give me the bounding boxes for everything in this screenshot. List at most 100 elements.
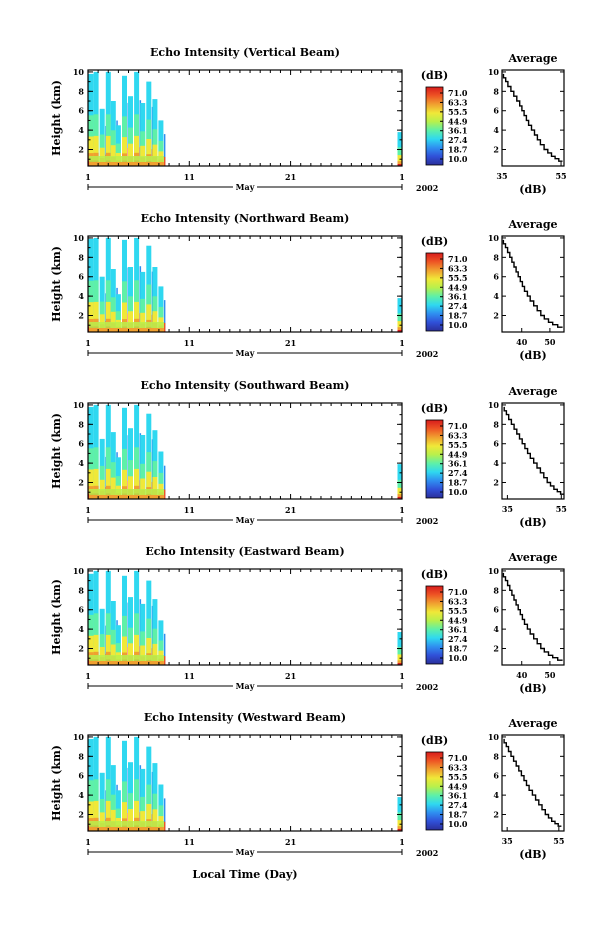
data-band <box>128 643 133 665</box>
plot-frame <box>87 69 403 167</box>
data-band <box>397 155 403 166</box>
data-band <box>163 489 166 499</box>
average-y-tick-label: 10 <box>488 67 500 77</box>
x-tick-label: 1 <box>85 172 91 182</box>
data-band <box>146 139 152 166</box>
data-band <box>93 800 99 831</box>
average-x-label: (dB) <box>519 682 546 695</box>
month-label-bg <box>233 182 257 192</box>
average-y-tick-label: 6 <box>493 771 499 781</box>
floor-band <box>89 827 164 831</box>
data-band <box>128 143 133 166</box>
average-y-tick-label: 4 <box>493 458 499 468</box>
average-x-tick-label: 50 <box>544 337 556 347</box>
y-tick-label: 4 <box>78 790 84 800</box>
data-column <box>152 763 158 831</box>
colorbar-label: (dB) <box>421 69 448 82</box>
average-y-tick-label: 8 <box>493 86 499 96</box>
data-band <box>397 660 403 665</box>
average-profile-line <box>503 406 564 495</box>
y-tick-label: 2 <box>78 311 84 321</box>
colorbar-tick-label: 27.4 <box>448 468 468 478</box>
data-band <box>122 302 127 332</box>
average-y-tick-label: 6 <box>493 272 499 282</box>
month-label: May <box>236 182 255 192</box>
month-label: May <box>236 515 255 525</box>
data-column <box>93 404 99 499</box>
data-band <box>128 311 133 332</box>
x-tick-label: 1 <box>399 172 405 182</box>
data-band <box>152 477 158 499</box>
x-tick-label: 1 <box>399 671 405 681</box>
data-column <box>122 575 129 665</box>
average-y-tick-label: 4 <box>493 125 499 135</box>
colorbar-tick-label: 44.9 <box>448 116 468 126</box>
y-tick-label: 6 <box>78 439 84 449</box>
y-tick-label: 10 <box>73 67 85 77</box>
year-label: 2002 <box>416 682 438 692</box>
year-label: 2002 <box>416 516 438 526</box>
panel-title: Echo Intensity (Northward Beam) <box>141 212 350 225</box>
data-column <box>93 71 99 166</box>
data-column <box>105 71 111 166</box>
data-column <box>128 597 133 665</box>
colorbar-tick-label: 10.0 <box>448 487 468 497</box>
month-label: May <box>236 847 255 857</box>
data-column <box>105 736 111 831</box>
colorbar-tick-label: 44.9 <box>448 282 468 292</box>
x-tick-label: 1 <box>399 505 405 515</box>
data-band <box>397 164 403 166</box>
data-column <box>93 237 99 332</box>
floor-band <box>89 495 164 499</box>
y-tick-label: 2 <box>78 644 84 654</box>
floor-band <box>89 661 164 665</box>
data-band <box>163 300 166 332</box>
colorbar-tick-label: 27.4 <box>448 135 468 145</box>
data-column <box>122 407 129 499</box>
x-tick-label: 1 <box>85 671 91 681</box>
floor-band <box>89 322 164 328</box>
colorbar-tick-label: 63.3 <box>448 596 468 606</box>
average-y-tick-label: 10 <box>488 732 500 742</box>
average-y-tick-label: 8 <box>493 252 499 262</box>
y-tick-label: 8 <box>78 751 84 761</box>
data-band <box>105 468 111 499</box>
average-profile-line <box>502 73 563 162</box>
data-band <box>152 643 158 665</box>
colorbar-tick-label: 63.3 <box>448 97 468 107</box>
data-band <box>397 820 403 831</box>
month-label: May <box>236 348 255 358</box>
average-y-tick-label: 2 <box>493 810 499 820</box>
data-column <box>128 428 133 499</box>
y-tick-label: 4 <box>78 125 84 135</box>
data-band <box>134 800 140 831</box>
data-band <box>110 809 116 831</box>
y-tick-label: 2 <box>78 810 84 820</box>
data-column <box>134 570 142 665</box>
data-band <box>93 135 99 166</box>
data-band <box>88 635 94 665</box>
average-x-label: (dB) <box>519 848 546 861</box>
panel-title: Echo Intensity (Southward Beam) <box>141 379 350 392</box>
data-band <box>105 634 111 665</box>
data-band <box>397 654 403 665</box>
data-band <box>163 633 166 665</box>
x-tick-label: 11 <box>184 172 195 182</box>
data-column <box>146 245 154 332</box>
data-band <box>146 471 152 499</box>
x-tick-label: 21 <box>285 338 296 348</box>
colorbar-tick-label: 71.0 <box>448 587 468 597</box>
data-band <box>152 144 158 166</box>
colorbar-tick-label: 71.0 <box>448 254 468 264</box>
data-band <box>140 478 146 499</box>
y-axis-label: Height (km) <box>50 579 63 655</box>
data-band <box>397 494 403 499</box>
average-x-tick-label: 55 <box>553 836 564 846</box>
data-column <box>105 570 111 665</box>
panel-1: Echo Intensity (Vertical Beam) 2 4 6 8 10 Heig… <box>50 46 567 196</box>
average-frame <box>501 402 565 500</box>
floor-band <box>89 162 164 166</box>
y-tick-label: 10 <box>73 732 85 742</box>
average-x-tick-label: 35 <box>502 836 513 846</box>
colorbar <box>425 751 444 831</box>
